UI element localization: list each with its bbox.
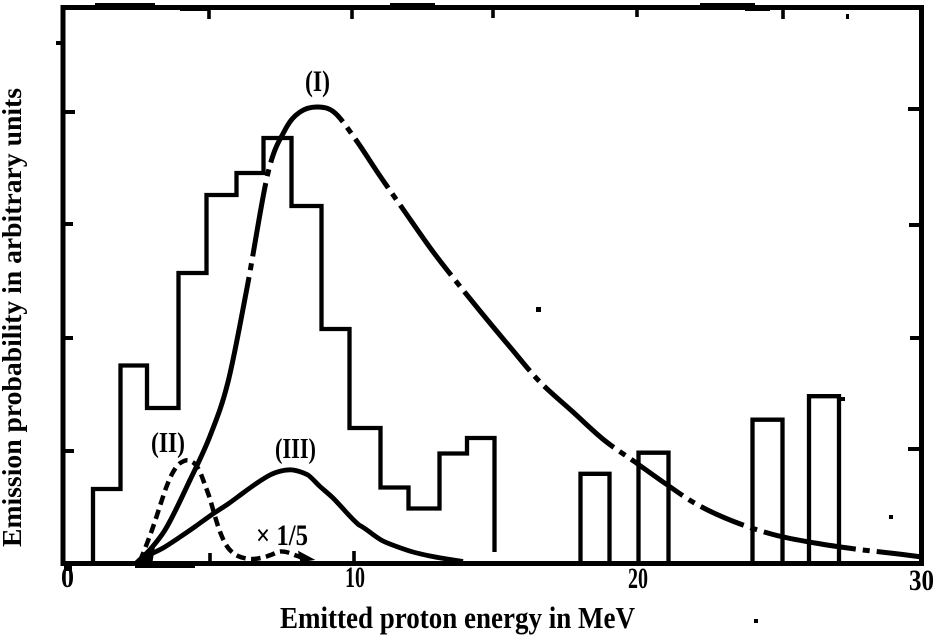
svg-text:(III): (III) — [275, 434, 316, 465]
svg-text:0: 0 — [61, 561, 74, 594]
svg-text:(I): (I) — [305, 65, 330, 98]
svg-text:× 1/5: × 1/5 — [256, 519, 308, 552]
svg-text:30: 30 — [909, 564, 934, 597]
svg-text:Emission probability in arbitr: Emission probability in arbitrary units — [0, 88, 27, 547]
svg-text:(II): (II) — [151, 428, 185, 459]
svg-text:20: 20 — [628, 562, 648, 595]
svg-text:10: 10 — [345, 561, 365, 594]
svg-text:Emitted proton energy in MeV: Emitted proton energy in MeV — [280, 600, 636, 635]
